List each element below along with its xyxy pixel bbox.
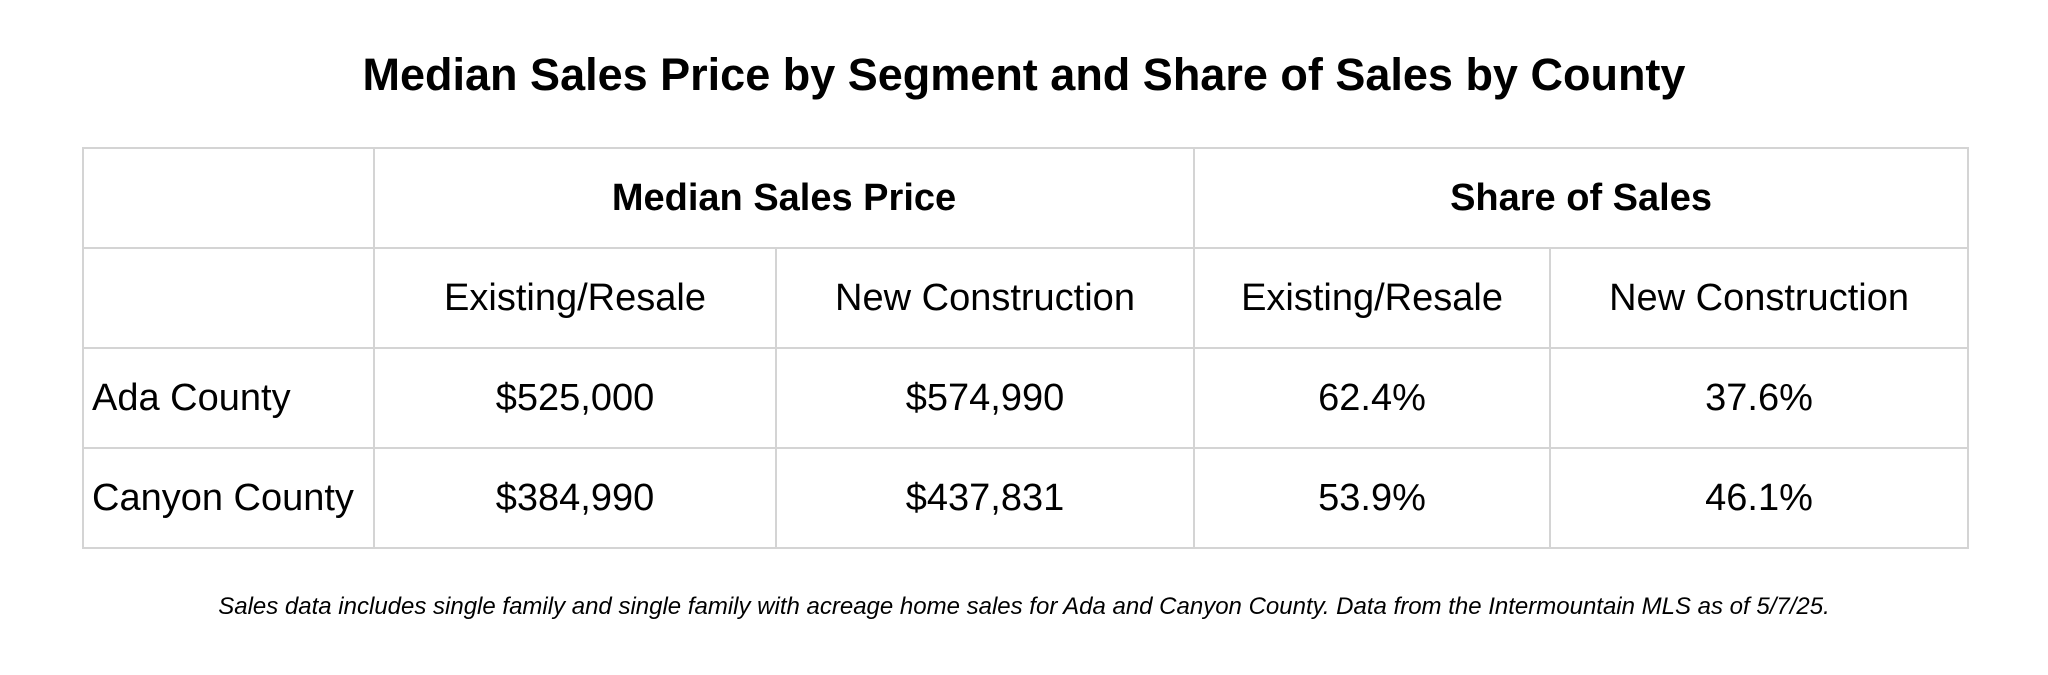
footnote: Sales data includes single family and si… [218,593,1830,620]
table-title: Median Sales Price by Segment and Share … [362,49,1686,100]
table-cell: 62.4% [1193,347,1552,449]
column-header-price-new: New Construction [774,247,1196,349]
column-header-row: Existing/Resale New Construction Existin… [82,247,1970,349]
column-header-share-existing: Existing/Resale [1193,247,1552,349]
table-cell: 46.1% [1549,447,1970,549]
table-cell: 37.6% [1549,347,1970,449]
table-cell: $574,990 [774,347,1196,449]
row-label-canyon-county: Canyon County [82,447,375,549]
column-header-share-new: New Construction [1549,247,1970,349]
empty-row-label-cell [82,247,375,349]
table-cell: $525,000 [373,347,777,449]
table-cell: $384,990 [373,447,777,549]
row-label-ada-county: Ada County [82,347,375,449]
table-row: Canyon County $384,990 $437,831 53.9% 46… [82,447,1970,549]
table-cell: 53.9% [1193,447,1552,549]
empty-corner-cell [82,147,375,249]
table-cell: $437,831 [774,447,1196,549]
sales-table: Median Sales Price Share of Sales Existi… [82,147,1970,549]
group-header-share-of-sales: Share of Sales [1193,147,1970,249]
table-row: Ada County $525,000 $574,990 62.4% 37.6% [82,347,1970,449]
column-header-price-existing: Existing/Resale [373,247,777,349]
group-header-row: Median Sales Price Share of Sales [82,147,1970,249]
group-header-median-sales-price: Median Sales Price [372,147,1196,249]
